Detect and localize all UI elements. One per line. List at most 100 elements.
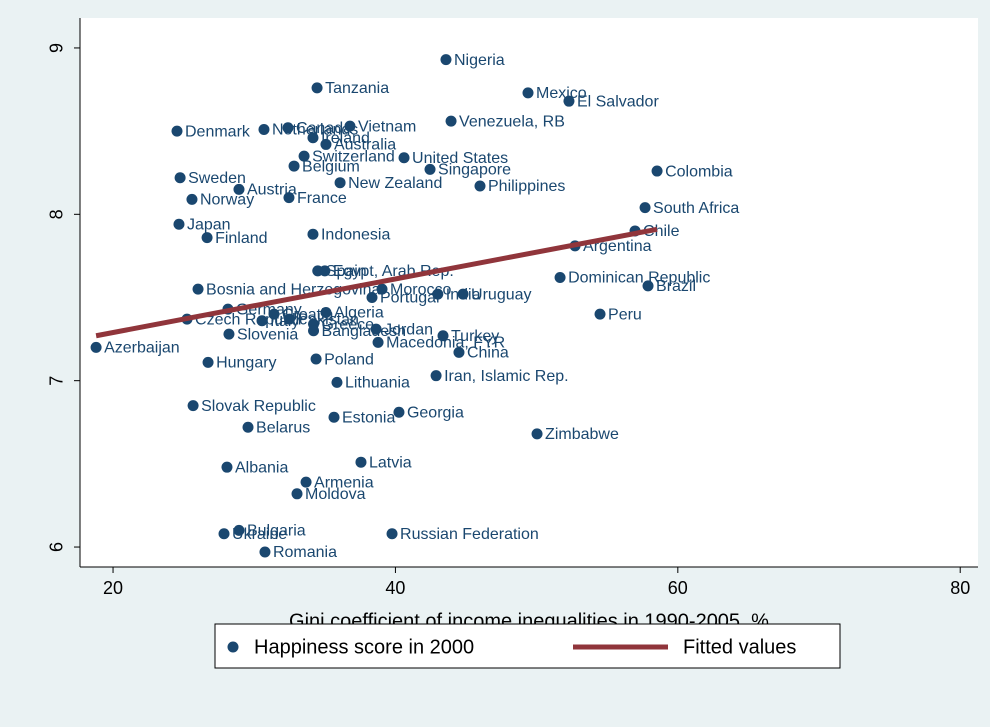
point-label: Algeria xyxy=(334,305,384,322)
point xyxy=(288,160,300,172)
point-label: Brazil xyxy=(656,278,696,295)
point xyxy=(186,193,198,205)
x-tick-label: 20 xyxy=(103,578,123,598)
point xyxy=(554,272,566,284)
point xyxy=(563,95,575,107)
point-label: Ireland xyxy=(321,130,370,147)
point-label: Belarus xyxy=(256,419,310,436)
point xyxy=(437,330,449,342)
point xyxy=(651,165,663,177)
point xyxy=(320,306,332,318)
point xyxy=(174,172,186,184)
x-tick-label: 60 xyxy=(668,578,688,598)
point-label: Canada xyxy=(296,120,352,137)
point-label: Bosnia and Herzegovina xyxy=(206,281,380,298)
point-label: Armenia xyxy=(314,474,374,491)
point-label: Slovak Republic xyxy=(201,398,316,415)
x-tick-label: 80 xyxy=(950,578,970,598)
point-label: Japan xyxy=(187,217,231,234)
legend xyxy=(214,623,841,669)
plot-area xyxy=(80,18,978,567)
point xyxy=(298,150,310,162)
point-label: Venezuela, RB xyxy=(459,113,565,130)
fitted-line xyxy=(95,226,658,339)
point xyxy=(370,323,382,335)
point xyxy=(334,177,346,189)
point xyxy=(474,180,486,192)
point-label: Lithuania xyxy=(345,375,410,392)
point-label: Azerbaijan xyxy=(104,340,180,357)
point xyxy=(393,406,405,418)
point xyxy=(300,476,312,488)
point xyxy=(282,122,294,134)
point xyxy=(221,461,233,473)
point-label: Iran, Islamic Rep. xyxy=(444,368,568,385)
point-label: Macedonia, FYR xyxy=(386,335,505,352)
point-label: Estonia xyxy=(342,409,395,426)
point-label: Australia xyxy=(334,137,396,154)
x-tick-label: 40 xyxy=(385,578,405,598)
point xyxy=(310,353,322,365)
point xyxy=(233,183,245,195)
point-label: Uruguay xyxy=(471,286,531,303)
legend-marker xyxy=(227,641,239,653)
point xyxy=(173,218,185,230)
point-label: Mexico xyxy=(536,85,587,102)
point-label: Nigeria xyxy=(454,52,505,69)
point-label: Bangladesh xyxy=(322,323,407,340)
point-label: Russian Federation xyxy=(400,526,539,543)
point-label: Chile xyxy=(643,223,680,240)
point xyxy=(171,125,183,137)
point-label: Denmark xyxy=(185,123,251,140)
y-tick-label: 7 xyxy=(47,376,67,386)
point-label: Jordan xyxy=(384,321,433,338)
point xyxy=(453,346,465,358)
point-label: Colombia xyxy=(665,163,733,180)
point xyxy=(639,202,651,214)
point xyxy=(307,132,319,144)
point xyxy=(218,528,230,540)
point xyxy=(344,120,356,132)
point-label: Vietnam xyxy=(358,118,416,135)
point xyxy=(331,376,343,388)
point xyxy=(398,152,410,164)
point-label: Romania xyxy=(273,544,337,561)
point-label: Albania xyxy=(235,459,288,476)
point-label: Hungary xyxy=(216,355,276,372)
point-label: Tanzania xyxy=(325,80,389,97)
point-label: Norway xyxy=(200,192,254,209)
point xyxy=(311,82,323,94)
point xyxy=(522,87,534,99)
point-label: France xyxy=(297,190,347,207)
point-label: Portugal xyxy=(380,290,440,307)
point-label: Austria xyxy=(247,182,297,199)
point-label: Greece xyxy=(322,316,375,333)
point xyxy=(90,341,102,353)
point xyxy=(283,192,295,204)
point-label: China xyxy=(467,345,509,362)
point xyxy=(445,115,457,127)
point xyxy=(440,54,452,66)
point xyxy=(320,138,332,150)
point xyxy=(291,488,303,500)
point-label: Philippines xyxy=(488,178,565,195)
point xyxy=(531,428,543,440)
point xyxy=(328,411,340,423)
point-label: Moldova xyxy=(305,486,366,503)
point-label: New Zealand xyxy=(348,175,442,192)
point-label: Georgia xyxy=(407,405,464,422)
point xyxy=(642,280,654,292)
point-label: El Salvador xyxy=(577,93,659,110)
point-label: Peru xyxy=(608,306,642,323)
point-label: Indonesia xyxy=(321,226,390,243)
point xyxy=(319,265,331,277)
point-label: Netherlands xyxy=(272,122,358,139)
point-label: Zimbabwe xyxy=(545,426,619,443)
point-label: Sweden xyxy=(188,170,246,187)
point-label: Bulgaria xyxy=(247,523,306,540)
point-label: Finland xyxy=(215,230,267,247)
point-label: Poland xyxy=(324,351,374,368)
y-tick-label: 6 xyxy=(47,542,67,552)
y-tick-label: 9 xyxy=(47,43,67,53)
point-label: Spain xyxy=(326,263,367,280)
